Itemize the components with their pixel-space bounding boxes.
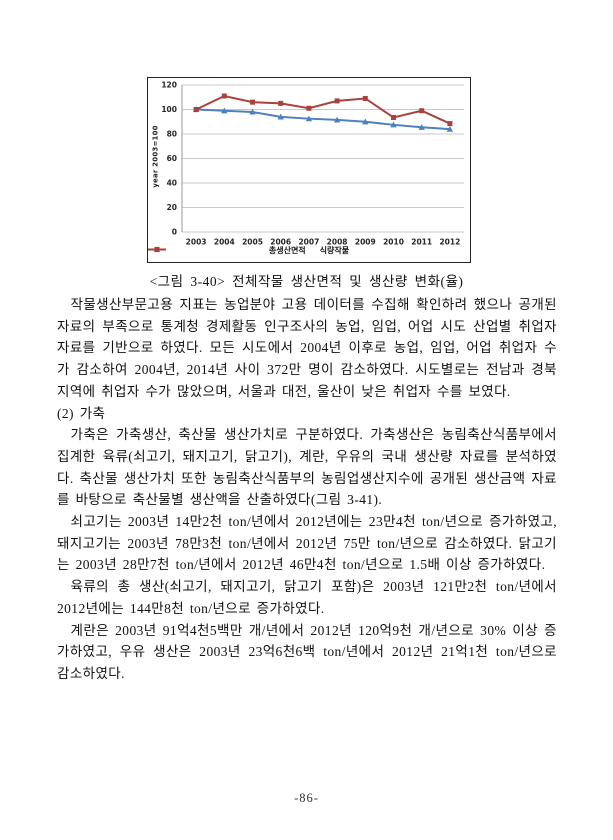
data-point-marker <box>418 124 425 130</box>
paragraph-total-meat: 육류의 총 생산(쇠고기, 돼지고기, 닭고기 포함)은 2003년 121만2… <box>57 579 557 616</box>
legend-label: 식량작물 <box>319 246 350 255</box>
y-tick-label: 60 <box>167 154 177 163</box>
data-point-marker <box>278 100 284 106</box>
data-point-marker <box>362 118 369 125</box>
x-tick-label: 2007 <box>298 238 319 247</box>
data-point-marker <box>447 121 453 127</box>
data-point-marker <box>277 113 284 120</box>
paragraph-livestock-overview: 가축은 가축생산, 축산물 생산가치로 구분하였다. 가축생산은 농림축산식품부… <box>57 427 557 508</box>
y-tick-label: 100 <box>161 105 177 114</box>
y-tick-label: 20 <box>167 203 177 212</box>
data-point-marker <box>305 115 313 122</box>
data-point-marker <box>221 107 228 114</box>
x-tick-label: 2011 <box>411 238 432 247</box>
section-heading-livestock: (2) 가축 <box>57 405 106 421</box>
data-point-marker <box>250 99 255 105</box>
series-line <box>195 94 451 125</box>
y-tick-label: 40 <box>167 179 177 188</box>
x-tick-label: 2005 <box>242 238 263 247</box>
data-point-marker <box>221 93 227 99</box>
data-point-marker <box>249 108 256 115</box>
y-tick-label: 120 <box>161 81 177 90</box>
data-point-marker <box>334 98 340 104</box>
data-point-marker <box>419 108 425 114</box>
x-tick-label: 2009 <box>355 238 376 247</box>
data-point-marker <box>306 105 312 111</box>
y-tick-label: 0 <box>172 228 177 237</box>
data-point-marker <box>446 125 454 132</box>
paragraph-egg-milk: 계란은 2003년 91억4천5백만 개/년에서 2012년 120억9천 개/… <box>57 622 557 681</box>
paragraph-employment: 작물생산부문고용 지표는 농업분야 고용 데이터를 수집해 확인하려 했으나 공… <box>57 297 557 399</box>
chart-legend: 총생산면적 식량작물 <box>148 245 470 256</box>
x-tick-label: 2008 <box>327 238 348 247</box>
page-number: -86- <box>294 791 319 805</box>
body-text: 작물생산부문고용 지표는 농업분야 고용 데이터를 수집해 확인하려 했으나 공… <box>57 294 557 685</box>
data-point-marker <box>333 116 341 123</box>
line-chart-svg: 0 20 40 60 80 100 120 2003 2004 2005 2006 2007 2008 2… <box>161 81 464 247</box>
data-point-marker <box>390 121 397 128</box>
x-tick-label: 2004 <box>214 238 235 247</box>
legend-label: 총생산면적 <box>268 246 306 255</box>
data-point-marker <box>154 247 160 252</box>
y-axis-label: year 2003=100 <box>151 125 160 188</box>
series-line <box>196 108 450 131</box>
data-point-marker <box>193 107 199 112</box>
x-tick-label: 2012 <box>439 238 460 247</box>
x-tick-label: 2010 <box>383 238 404 247</box>
figure-caption: <그림 3-40> 전체작물 생산면적 및 생산량 변화(율) <box>149 274 464 289</box>
x-tick-label: 2003 <box>186 238 207 247</box>
data-point-marker <box>362 95 368 101</box>
y-tick-label: 80 <box>167 130 177 139</box>
paragraph-meat-production: 쇠고기는 2003년 14만2천 ton/년에서 2012년에는 23만4천 t… <box>57 514 557 573</box>
legend-item: 총생산면적 <box>148 245 306 256</box>
legend-marker-icon <box>148 247 166 252</box>
data-point-marker <box>391 114 396 120</box>
legend-item: 식량작물 <box>148 245 350 256</box>
figure-3-40-chart: 0 20 40 60 80 100 120 2003 2004 2005 2006 2007 2008 2… <box>147 77 471 263</box>
x-tick-label: 2006 <box>270 238 291 247</box>
